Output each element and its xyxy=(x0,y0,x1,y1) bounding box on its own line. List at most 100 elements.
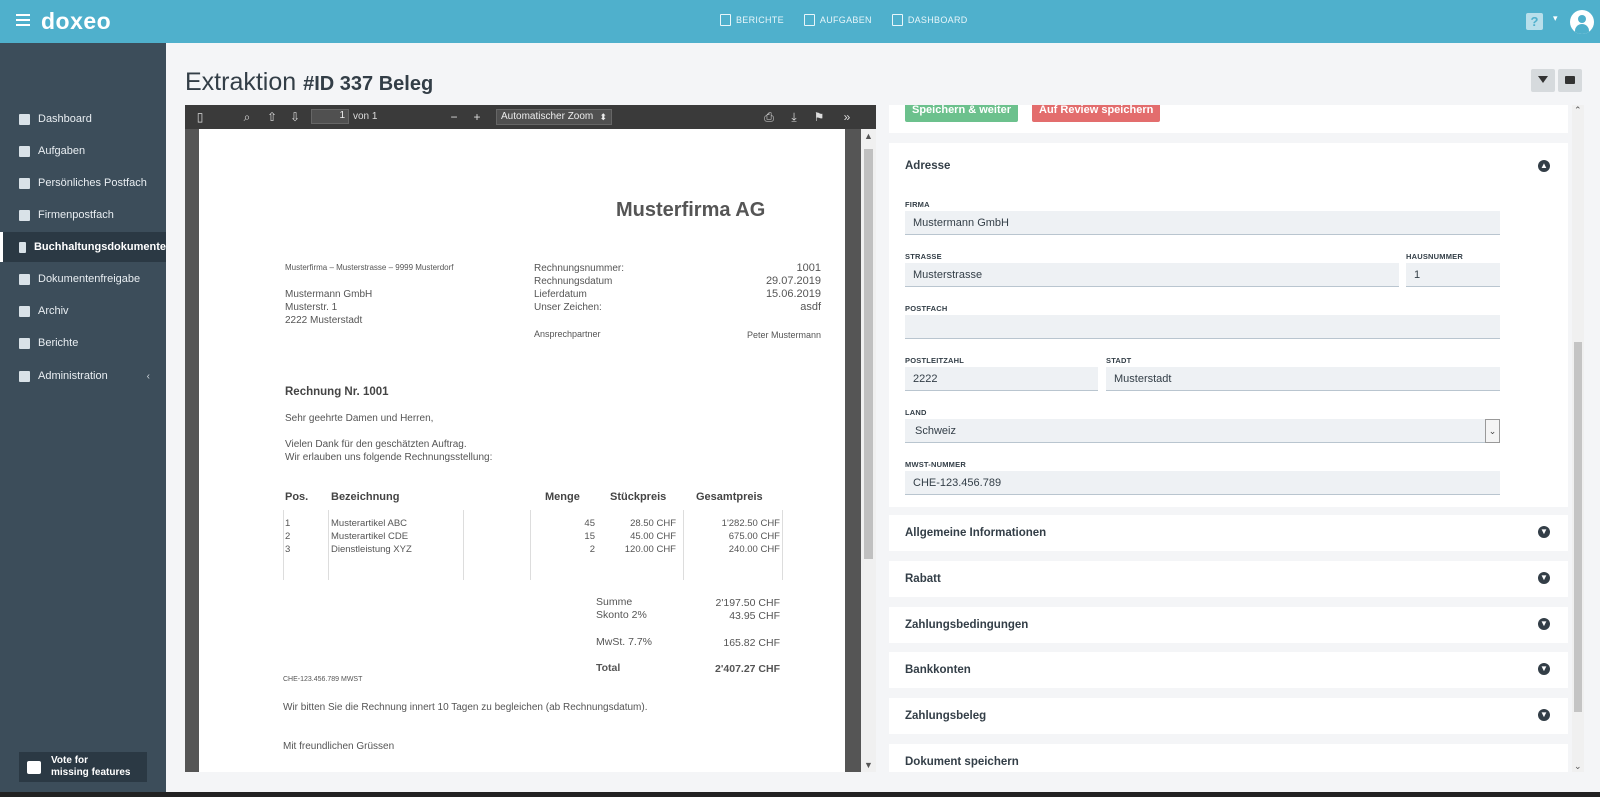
doc-greeting: Sehr geehrte Damen und Herren, xyxy=(285,413,434,424)
chevron-up-icon[interactable]: ⌃ xyxy=(1574,105,1582,115)
app-logo[interactable]: doxeo xyxy=(41,8,112,34)
form-scrollbar[interactable]: ⌃ ⌄ xyxy=(1572,105,1584,772)
pdf-scrollbar-thumb[interactable] xyxy=(864,149,873,559)
document-icon xyxy=(19,273,30,285)
label-postfach: POSTFACH xyxy=(905,304,948,313)
doc-table-divider xyxy=(328,510,329,580)
doc-intro: Wir erlauben uns folgende Rechnungsstell… xyxy=(285,452,493,463)
section-dokument-speichern[interactable]: Dokument speichern xyxy=(889,744,1568,772)
label-postleitzahl: POSTLEITZAHL xyxy=(905,356,965,365)
expand-down-icon[interactable]: ▼ xyxy=(1538,618,1550,630)
expand-down-icon[interactable]: ▼ xyxy=(1538,709,1550,721)
doc-row-desc: Musterartikel ABC xyxy=(331,518,408,529)
land-select[interactable]: Schweiz ⌄ xyxy=(905,419,1500,443)
sidebar-item-buchhaltungsdokumente[interactable]: Buchhaltungsdokumente xyxy=(0,232,166,262)
zoom-out-icon[interactable]: − xyxy=(450,110,458,124)
sidebar-item-firmenpostfach[interactable]: Firmenpostfach xyxy=(0,200,166,230)
avatar[interactable] xyxy=(1570,10,1594,34)
doc-total-value: 43.95 CHF xyxy=(729,610,780,622)
doc-total-label: Summe xyxy=(596,596,633,608)
stadt-input[interactable]: Musterstadt xyxy=(1106,367,1500,391)
save-review-button[interactable]: Auf Review speichern xyxy=(1032,105,1161,122)
filter-button[interactable] xyxy=(1531,69,1555,92)
collapse-up-icon[interactable]: ▲ xyxy=(1538,160,1550,172)
menu-icon[interactable] xyxy=(16,14,30,26)
sidebar-toggle-icon[interactable]: ▯ xyxy=(196,110,204,124)
chevron-down-icon[interactable]: ▾ xyxy=(1553,13,1558,23)
postfach-input[interactable] xyxy=(905,315,1500,339)
form-scrollbar-thumb[interactable] xyxy=(1574,342,1582,712)
section-allgemeine-informationen[interactable]: Allgemeine Informationen ▼ xyxy=(889,515,1568,551)
bookmark-icon[interactable]: ⚑ xyxy=(813,110,825,124)
sidebar-item-berichte[interactable]: Berichte xyxy=(0,328,166,358)
sidebar-item-administration[interactable]: Administration ‹ xyxy=(0,361,166,391)
nav-dashboard[interactable]: DASHBOARD xyxy=(891,14,968,26)
help-icon[interactable]: ? xyxy=(1526,13,1543,30)
report-icon xyxy=(19,337,30,349)
chevron-down-icon[interactable]: ⌄ xyxy=(1574,761,1582,771)
zoom-select[interactable]: Automatischer Zoom xyxy=(496,109,612,125)
doc-meta-label: Unser Zeichen: xyxy=(534,302,602,313)
doc-total-label: MwSt. 7.7% xyxy=(596,636,653,648)
more-tools-icon[interactable]: » xyxy=(843,110,851,124)
sidebar-item-aufgaben[interactable]: Aufgaben xyxy=(0,136,166,166)
page-number-input[interactable]: 1 xyxy=(311,109,349,124)
arrow-up-icon[interactable]: ⇧ xyxy=(266,110,278,124)
chevron-up-icon[interactable]: ▲ xyxy=(864,131,873,141)
doc-recipient-street: Musterstr. 1 xyxy=(285,302,338,313)
doc-table-divider xyxy=(463,510,464,580)
thumbs-up-icon xyxy=(27,760,41,774)
label-hausnummer: HAUSNUMMER xyxy=(1406,252,1463,261)
section-rabatt[interactable]: Rabatt ▼ xyxy=(889,561,1568,597)
tasks-icon xyxy=(803,14,815,26)
postleitzahl-input[interactable]: 2222 xyxy=(905,367,1098,391)
sidebar-item-dokumentenfreigabe[interactable]: Dokumentenfreigabe xyxy=(0,264,166,294)
sidebar-item-dashboard[interactable]: Dashboard xyxy=(0,104,166,134)
doc-heading: Rechnung Nr. 1001 xyxy=(285,386,389,398)
pdf-viewer: ▯ ⌕ ⇧ ⇩ 1 von 1 − + Automatischer Zoom ⎙… xyxy=(185,105,876,772)
expand-down-icon[interactable]: ▼ xyxy=(1538,663,1550,675)
pdf-scrollbar[interactable]: ▲ ▼ xyxy=(861,129,876,772)
label-land: LAND xyxy=(905,408,927,417)
section-zahlungsbedingungen[interactable]: Zahlungsbedingungen ▼ xyxy=(889,607,1568,643)
doc-total-label: Total xyxy=(596,662,621,674)
doc-table-divider xyxy=(283,510,284,580)
nav-aufgaben[interactable]: AUFGABEN xyxy=(803,14,872,26)
download-icon[interactable]: ⤓ xyxy=(791,110,797,124)
search-icon[interactable]: ⌕ xyxy=(243,110,251,124)
print-icon[interactable]: ⎙ xyxy=(764,110,774,124)
hausnummer-input[interactable]: 1 xyxy=(1406,263,1500,287)
chevron-down-icon[interactable]: ⌄ xyxy=(1485,419,1500,443)
doc-meta-value: asdf xyxy=(800,301,821,313)
save-next-button[interactable]: Speichern & weiter xyxy=(905,105,1019,122)
list-icon xyxy=(19,241,26,253)
sidebar: Dashboard Aufgaben Persönliches Postfach… xyxy=(0,43,166,797)
comment-button[interactable] xyxy=(1558,69,1582,92)
sidebar-item-persoenliches-postfach[interactable]: Persönliches Postfach xyxy=(0,168,166,198)
doc-payment-note: Wir bitten Sie die Rechnung innert 10 Ta… xyxy=(283,702,648,713)
vote-features-button[interactable]: Vote for missing features xyxy=(19,752,147,782)
arrow-down-icon[interactable]: ⇩ xyxy=(289,110,301,124)
page-id: #ID 337 Beleg xyxy=(303,73,434,95)
printer-icon xyxy=(19,209,30,221)
firma-input[interactable]: Mustermann GmbH xyxy=(905,211,1500,235)
doc-row-desc: Musterartikel CDE xyxy=(331,531,409,542)
sidebar-item-archiv[interactable]: Archiv xyxy=(0,296,166,326)
nav-berichte[interactable]: BERICHTE xyxy=(720,14,784,26)
doc-meta-label: Rechnungsdatum xyxy=(534,276,613,287)
doc-table-divider xyxy=(683,510,684,580)
expand-down-icon[interactable]: ▼ xyxy=(1538,572,1550,584)
chevron-down-icon[interactable]: ▼ xyxy=(864,760,873,770)
mwst-nummer-input[interactable]: CHE-123.456.789 xyxy=(905,471,1500,495)
pdf-toolbar: ▯ ⌕ ⇧ ⇩ 1 von 1 − + Automatischer Zoom ⎙… xyxy=(185,105,876,129)
zoom-in-icon[interactable]: + xyxy=(473,110,481,124)
section-bankkonten[interactable]: Bankkonten ▼ xyxy=(889,652,1568,688)
doc-table-divider xyxy=(782,510,783,580)
label-strasse: STRASSE xyxy=(905,252,942,261)
doc-total-value: 2'197.50 CHF xyxy=(715,597,780,609)
section-zahlungsbeleg[interactable]: Zahlungsbeleg ▼ xyxy=(889,698,1568,734)
expand-down-icon[interactable]: ▼ xyxy=(1538,526,1550,538)
doc-meta-value: 15.06.2019 xyxy=(765,288,821,300)
strasse-input[interactable]: Musterstrasse xyxy=(905,263,1399,287)
chevron-left-icon: ‹ xyxy=(146,370,150,382)
